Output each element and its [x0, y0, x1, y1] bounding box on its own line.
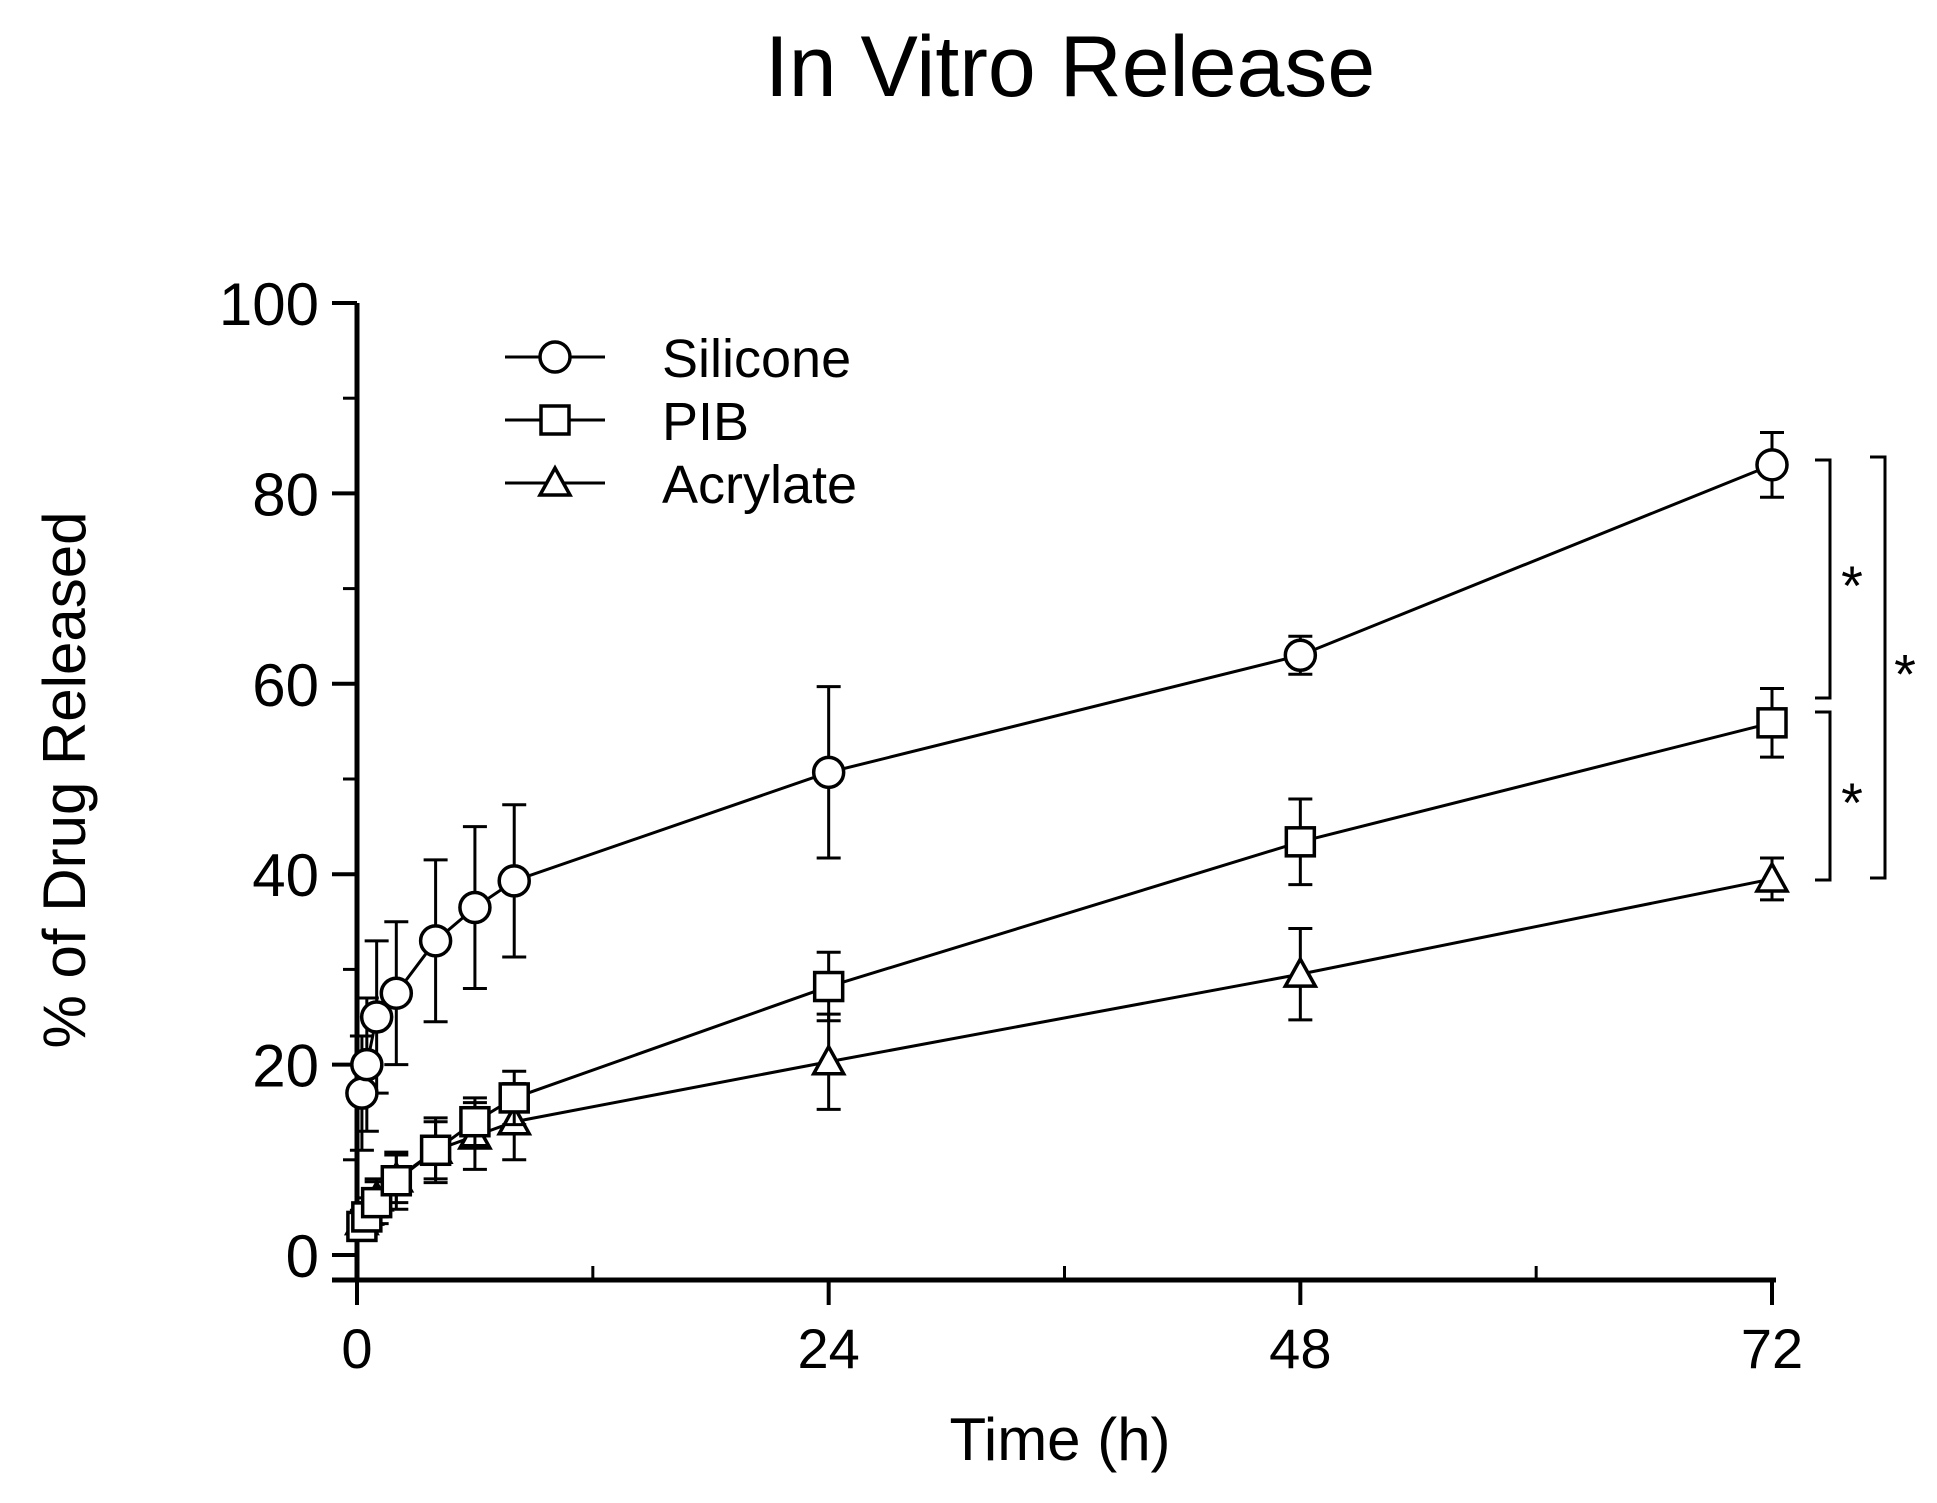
x-tick-label: 24	[798, 1317, 860, 1380]
data-point-acrylate	[810, 1043, 847, 1076]
data-point-silicone	[458, 890, 492, 925]
data-point-silicone	[1755, 448, 1789, 482]
x-tick-label: 0	[341, 1317, 372, 1380]
y-tick-label: 60	[252, 652, 319, 719]
chart-title: In Vitro Release	[764, 19, 1376, 115]
data-point-pib	[380, 1164, 413, 1197]
x-axis-label: Time (h)	[949, 1406, 1170, 1473]
x-tick-label: 72	[1741, 1317, 1803, 1380]
series-line-acrylate	[360, 877, 1773, 1223]
y-tick-label: 0	[286, 1223, 319, 1290]
significance-star: *	[1841, 771, 1863, 834]
series-pib	[346, 687, 1788, 1243]
significance-bracket: *	[1815, 458, 1863, 700]
bracket-line	[1870, 455, 1887, 880]
data-point-pib	[1284, 826, 1317, 858]
bracket-line	[1815, 710, 1832, 882]
legend-marker-triangle	[537, 464, 573, 497]
significance-bracket: *	[1870, 455, 1916, 880]
legend-marker-square	[539, 404, 571, 436]
data-point-acrylate	[1754, 860, 1790, 893]
data-point-silicone	[811, 755, 846, 790]
y-tick-label: 100	[219, 271, 319, 338]
legend-label: PIB	[662, 392, 749, 452]
legend-item-pib: PIB	[505, 392, 749, 452]
data-point-silicone	[350, 1047, 384, 1082]
data-point-acrylate	[1282, 955, 1319, 988]
data-point-silicone	[497, 864, 531, 898]
data-point-silicone	[1283, 638, 1318, 672]
data-point-silicone	[418, 924, 453, 958]
data-point-silicone	[359, 1000, 394, 1034]
y-tick-label: 40	[252, 842, 319, 909]
series-line-silicone	[360, 463, 1773, 1094]
significance-bracket: *	[1815, 710, 1863, 882]
series-line-pib	[360, 721, 1773, 1228]
x-tick-label: 48	[1269, 1317, 1331, 1380]
legend-marker-circle	[538, 340, 572, 374]
data-point-silicone	[379, 976, 414, 1010]
y-axis-label: % of Drug Released	[31, 512, 98, 1049]
legend-label: Silicone	[662, 329, 851, 389]
data-point-pib	[1756, 707, 1788, 739]
y-tick-label: 80	[252, 461, 319, 528]
data-point-pib	[419, 1134, 452, 1167]
bracket-line	[1815, 458, 1832, 700]
data-point-pib	[812, 970, 845, 1003]
series-layer	[343, 430, 1790, 1243]
axes: 0 20 40 60 80 100 0 24 48 72	[219, 271, 1803, 1380]
significance-annotations: * * *	[1815, 455, 1916, 882]
legend-label: Acrylate	[662, 455, 857, 515]
data-point-pib	[459, 1105, 491, 1138]
legend-item-acrylate: Acrylate	[505, 455, 857, 515]
data-point-silicone	[345, 1076, 379, 1110]
significance-star: *	[1841, 554, 1863, 617]
y-tick-label: 20	[252, 1033, 319, 1100]
data-point-pib	[498, 1082, 530, 1114]
significance-star: *	[1894, 643, 1916, 706]
legend-item-silicone: Silicone	[505, 329, 851, 389]
series-silicone	[345, 430, 1789, 1152]
